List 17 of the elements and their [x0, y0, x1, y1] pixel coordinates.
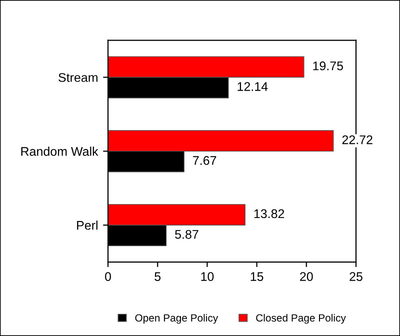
data-label: 19.75 [313, 61, 344, 70]
y-tick-label: Stream [58, 73, 98, 82]
data-label: 22.72 [342, 135, 372, 144]
y-tick-label: Random Walk [21, 146, 98, 156]
x-tick-label: 25 [350, 272, 362, 281]
data-label: 13.82 [254, 209, 284, 218]
data-label: 12.14 [238, 82, 268, 91]
data-label: 7.67 [193, 156, 216, 165]
x-tick-label: 20 [300, 272, 313, 281]
x-tick-label: 15 [250, 272, 264, 281]
legend-label: Open Page Policy [135, 314, 218, 324]
x-tick-label: 10 [201, 272, 214, 281]
x-tick-label: 5 [154, 272, 161, 281]
y-tick-label: Perl [77, 220, 98, 230]
legend-label: Closed Page Policy [256, 314, 346, 324]
x-tick-label: 0 [105, 272, 111, 281]
data-label: 5.87 [175, 230, 198, 239]
